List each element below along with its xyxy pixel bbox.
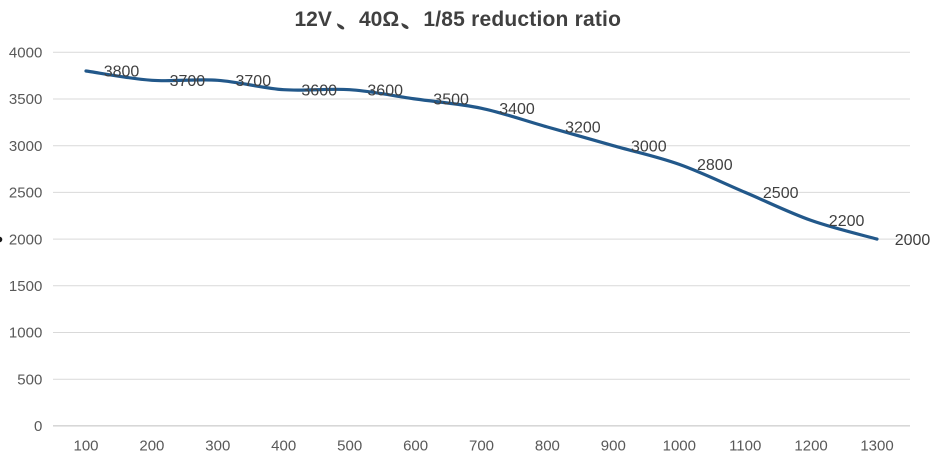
svg-text:2000: 2000 [895, 232, 931, 249]
svg-text:1300: 1300 [860, 438, 893, 455]
svg-text:3000: 3000 [9, 138, 42, 155]
svg-text:3400: 3400 [499, 101, 535, 118]
svg-text:700: 700 [469, 438, 494, 455]
svg-text:3200: 3200 [565, 120, 601, 137]
svg-text:0: 0 [34, 418, 42, 435]
svg-text:300: 300 [205, 438, 230, 455]
svg-text:2000: 2000 [9, 231, 42, 248]
svg-text:1200: 1200 [794, 438, 827, 455]
svg-text:100: 100 [73, 438, 98, 455]
svg-text:3700: 3700 [236, 73, 272, 90]
svg-text:500: 500 [337, 438, 362, 455]
svg-text:3800: 3800 [104, 64, 140, 81]
svg-text:200: 200 [139, 438, 164, 455]
svg-text:1000: 1000 [663, 438, 696, 455]
svg-text:2500: 2500 [9, 185, 42, 202]
svg-text:500: 500 [17, 371, 42, 388]
svg-text:800: 800 [535, 438, 560, 455]
svg-text:600: 600 [403, 438, 428, 455]
svg-text:400: 400 [271, 438, 296, 455]
svg-text:1000: 1000 [9, 325, 42, 342]
svg-text:3500: 3500 [9, 91, 42, 108]
svg-text:900: 900 [601, 438, 626, 455]
svg-text:1100: 1100 [729, 438, 761, 455]
svg-text:1500: 1500 [9, 278, 42, 295]
svg-text:3600: 3600 [301, 82, 337, 99]
svg-text:3500: 3500 [433, 92, 469, 109]
svg-text:3700: 3700 [170, 73, 206, 90]
svg-text:3600: 3600 [367, 82, 403, 99]
svg-text:4000: 4000 [9, 45, 42, 62]
svg-text:2200: 2200 [829, 213, 865, 230]
svg-text:2800: 2800 [697, 157, 733, 174]
svg-text:3000: 3000 [631, 138, 667, 155]
svg-text:2500: 2500 [763, 185, 799, 202]
